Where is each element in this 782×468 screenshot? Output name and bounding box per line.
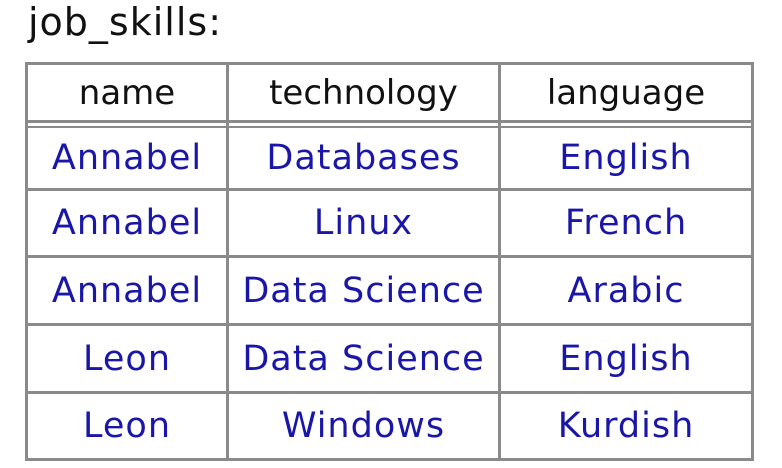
cell-technology: Linux (313, 203, 414, 243)
table-border-bottom (25, 458, 754, 461)
header-name: name (78, 72, 176, 113)
row-divider (25, 323, 754, 326)
cell-language: Kurdish (557, 406, 695, 446)
column-divider (226, 62, 229, 461)
cell-technology: Data Science (242, 270, 485, 311)
header-technology: technology (269, 72, 458, 113)
header-language: language (546, 72, 706, 113)
table-border-top (25, 62, 754, 65)
cell-language: English (559, 338, 693, 379)
table-title: job_skills: (28, 0, 223, 44)
row-divider (25, 188, 754, 191)
cell-name: Annabel (51, 270, 203, 311)
cell-language: Arabic (567, 270, 685, 311)
table-border-left (25, 62, 28, 461)
header-divider-second (25, 126, 754, 128)
row-divider (25, 255, 754, 258)
cell-technology: Data Science (242, 338, 485, 379)
cell-name: Leon (82, 406, 171, 446)
table-border-right (751, 62, 754, 461)
row-divider (25, 391, 754, 394)
cell-name: Annabel (51, 138, 203, 178)
cell-name: Annabel (51, 203, 203, 243)
cell-language: French (564, 203, 688, 243)
header-divider (25, 120, 754, 123)
cell-name: Leon (82, 338, 171, 379)
cell-technology: Windows (281, 406, 446, 446)
column-divider (498, 62, 501, 461)
cell-language: English (559, 138, 693, 178)
cell-technology: Databases (266, 138, 461, 178)
